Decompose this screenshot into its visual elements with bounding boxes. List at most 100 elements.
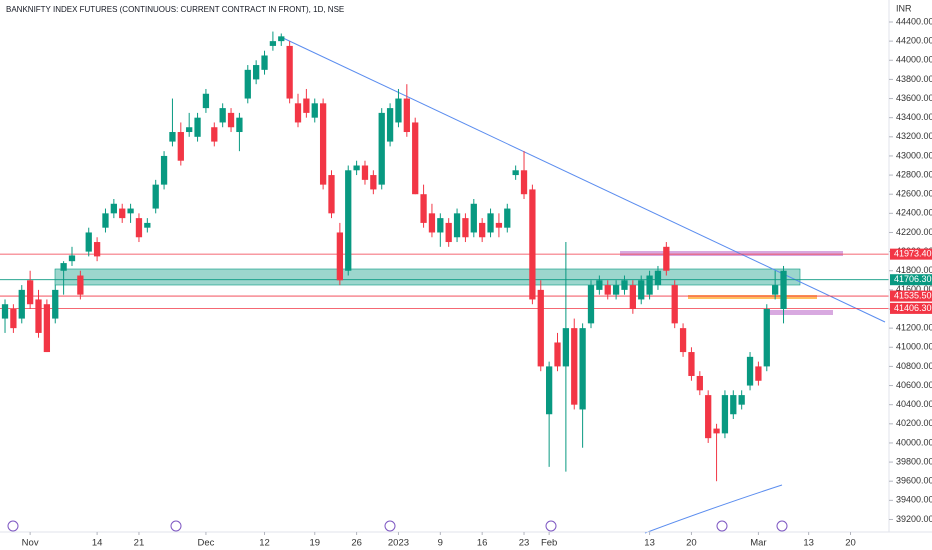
drawings: [0, 37, 889, 534]
x-tick-label: 20: [686, 538, 697, 549]
y-tick-label: 42400.00: [896, 208, 932, 218]
candle-body: [144, 222, 151, 228]
price-tag-label: 41973.40: [894, 249, 932, 259]
candle-body: [403, 98, 410, 133]
x-tick-label: 16: [477, 538, 488, 549]
x-tick-label: 9: [438, 538, 443, 549]
event-icon: [7, 520, 19, 532]
candle-body: [1, 304, 9, 319]
y-tick-label: 43000.00: [896, 150, 932, 160]
candle-body: [780, 270, 787, 310]
candle-body: [160, 155, 168, 185]
y-tick-label: 40200.00: [896, 418, 932, 428]
x-tick-label: 2023: [388, 538, 409, 549]
candle-body: [294, 103, 302, 123]
candle-body: [102, 213, 109, 228]
y-tick-label: 41000.00: [896, 342, 932, 352]
candle-body: [60, 263, 67, 271]
candle-body: [738, 395, 745, 405]
y-tick-label: 41600.00: [896, 284, 932, 294]
candle-body: [730, 395, 737, 415]
y-tick-label: 42800.00: [896, 169, 932, 179]
x-tick-label: 26: [351, 538, 362, 549]
candle-body: [236, 117, 243, 133]
candle-body: [654, 270, 662, 286]
candle-body: [311, 103, 318, 118]
y-tick-label: 42200.00: [896, 227, 932, 237]
y-tick-label: 39800.00: [896, 456, 932, 466]
x-tick-label: Nov: [22, 538, 39, 549]
price-tag: [890, 248, 932, 260]
candle-body: [85, 232, 92, 252]
candle-body: [278, 36, 285, 42]
candle-body: [462, 218, 469, 238]
candle-body: [479, 222, 486, 238]
candle-body: [579, 328, 586, 410]
x-tick-label: Feb: [541, 538, 557, 549]
candle-body: [353, 165, 360, 171]
candle-body: [437, 218, 444, 233]
candle-body: [646, 275, 653, 295]
candle-body: [571, 328, 578, 405]
y-tick-label: 43400.00: [896, 112, 932, 122]
event-icon: [776, 520, 788, 532]
candle-body: [755, 366, 762, 381]
price-tag-label: 41706.30: [894, 274, 932, 284]
chart-title: BANKNIFTY INDEX FUTURES (CONTINUOUS: CUR…: [6, 5, 344, 14]
x-tick-label: Dec: [197, 538, 214, 549]
candle-body: [93, 242, 101, 257]
candle-body: [211, 127, 218, 142]
candle-body: [68, 255, 76, 262]
y-tick-label: 44200.00: [896, 36, 932, 46]
candle-body: [746, 356, 754, 386]
y-tick-label: 40000.00: [896, 437, 932, 447]
candle-body: [587, 285, 595, 324]
candle-body: [612, 285, 620, 295]
candle-body: [705, 395, 712, 439]
candle-body: [386, 108, 394, 142]
candle-body: [671, 285, 678, 324]
price-tag: [890, 302, 932, 314]
candle-body: [52, 289, 59, 319]
candle-body: [227, 112, 235, 128]
candle-body: [43, 304, 51, 353]
candle-body: [721, 395, 729, 434]
candle-body: [529, 189, 536, 300]
event-icon: [716, 520, 728, 532]
candle-body: [219, 108, 226, 123]
candle-body: [520, 170, 528, 195]
event-icon: [384, 520, 396, 532]
candle-body: [504, 208, 511, 228]
demand-zone: [54, 268, 801, 286]
candle-body: [428, 213, 436, 233]
candle-body: [370, 175, 377, 190]
candle-body: [244, 69, 251, 99]
x-tick-label: 14: [92, 538, 103, 549]
x-tick-label: 23: [519, 538, 530, 549]
zone-box: [688, 295, 817, 299]
y-tick-label: 39200.00: [896, 514, 932, 524]
candle-body: [26, 280, 34, 305]
candle-body: [328, 175, 335, 214]
x-tick-label: 13: [644, 538, 655, 549]
candle-body: [487, 213, 494, 233]
price-tag: [890, 290, 932, 302]
candle-body: [253, 65, 260, 80]
candle-body: [10, 309, 17, 329]
candle-body: [127, 208, 134, 214]
candle-body: [604, 285, 611, 295]
event-icon: [545, 520, 557, 532]
candle-body: [537, 289, 544, 367]
candle-body: [621, 280, 628, 290]
candle-body: [453, 213, 461, 238]
candle-body: [169, 132, 176, 142]
candle-body: [545, 366, 553, 415]
x-tick-label: Mar: [750, 538, 766, 549]
y-tick-label: 39400.00: [896, 495, 932, 505]
candle-body: [18, 289, 25, 319]
candle-body: [596, 280, 603, 290]
y-tick-label: 43600.00: [896, 93, 932, 103]
zone-box: [768, 310, 833, 315]
